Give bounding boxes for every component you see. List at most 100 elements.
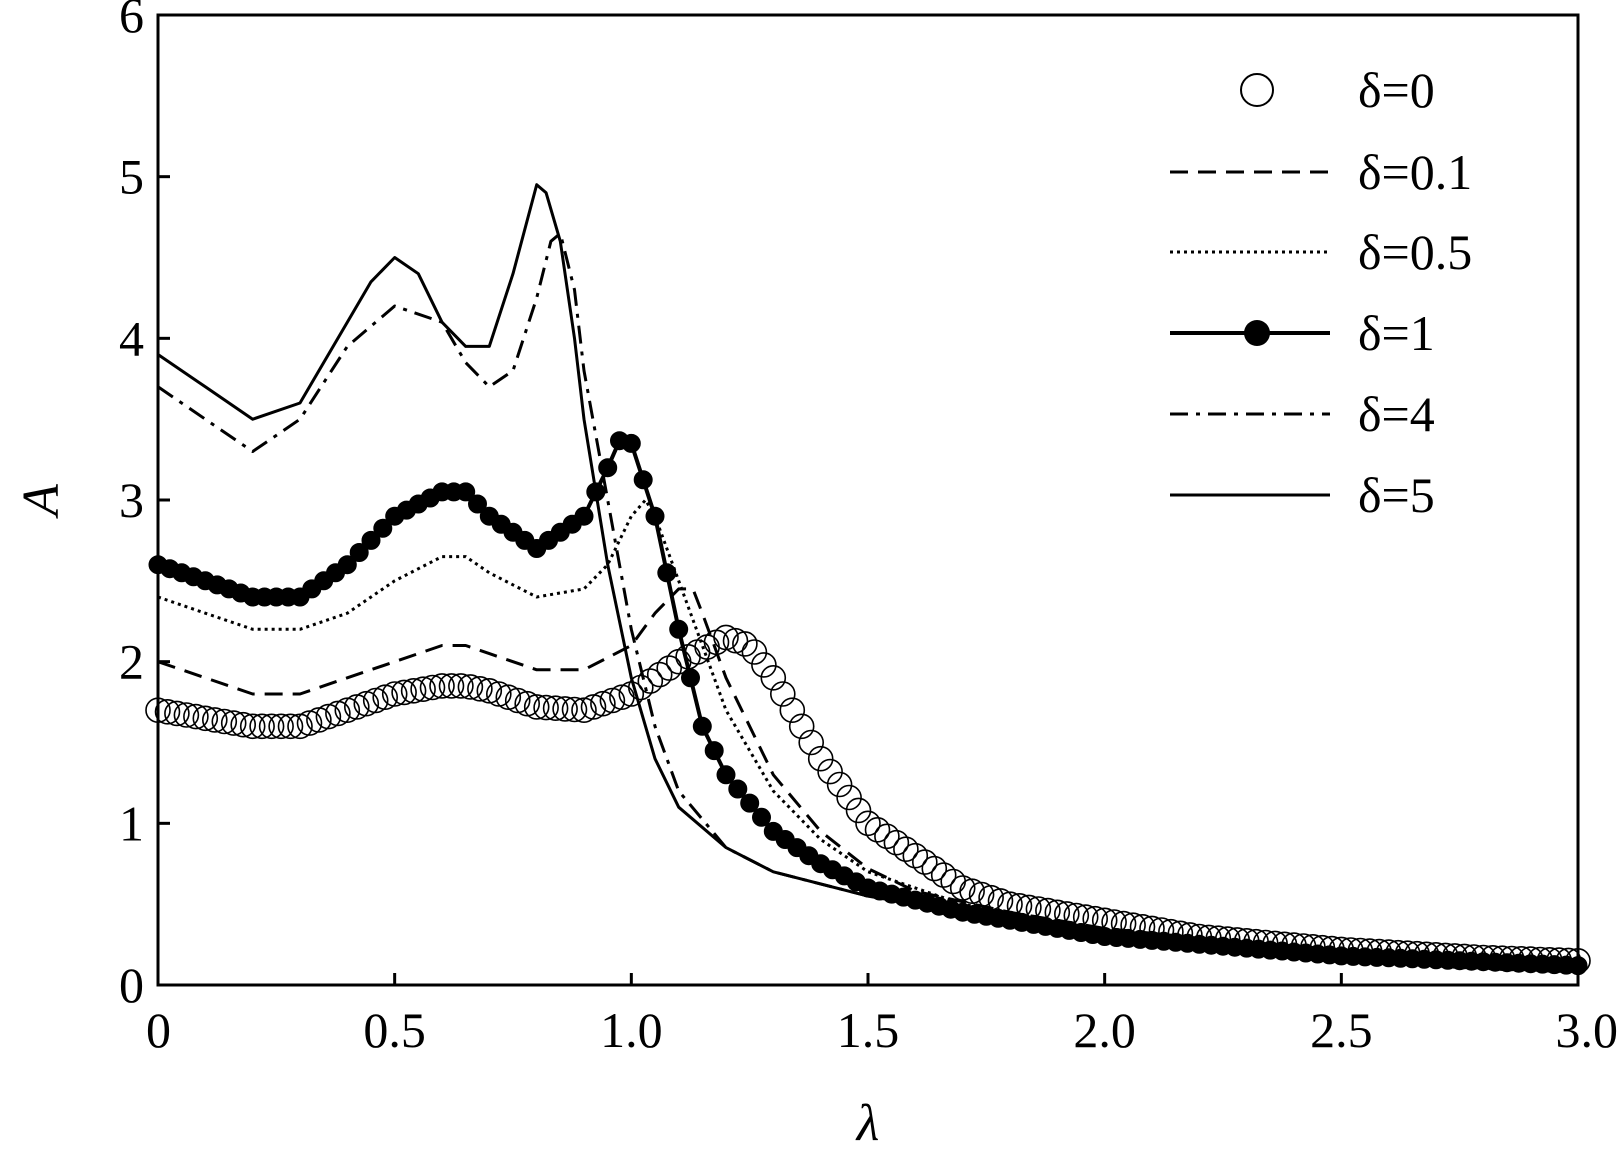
data-point xyxy=(645,506,665,526)
x-tick-label: 1.0 xyxy=(600,1002,663,1058)
x-axis-ticks: 0 0.5 1.0 1.5 2.0 2.5 3.0 xyxy=(146,973,1618,1058)
data-point xyxy=(845,797,872,824)
data-point xyxy=(533,694,559,721)
data-point xyxy=(183,703,209,730)
data-point xyxy=(154,698,181,725)
data-point xyxy=(306,707,332,733)
data-point xyxy=(448,673,474,699)
legend-label: δ=0 xyxy=(1358,62,1435,118)
data-point xyxy=(732,631,758,657)
data-point xyxy=(779,697,806,724)
y-axis-ticks: 0 1 2 3 4 5 6 xyxy=(119,0,170,1013)
data-point xyxy=(633,470,653,490)
data-point xyxy=(561,696,588,723)
data-point xyxy=(798,729,825,756)
data-point xyxy=(741,639,768,665)
x-tick-label: 3.0 xyxy=(1556,1002,1619,1058)
legend-label: δ=0.5 xyxy=(1358,224,1472,280)
data-point xyxy=(883,829,910,856)
y-axis-label: A xyxy=(13,484,70,519)
series-δ=0.5 xyxy=(157,498,1579,966)
data-point xyxy=(381,681,408,707)
data-point xyxy=(722,627,749,654)
data-point xyxy=(220,710,247,736)
data-point xyxy=(337,555,357,575)
data-point xyxy=(751,652,777,678)
data-point xyxy=(621,433,641,453)
data-point xyxy=(419,674,446,701)
data-point xyxy=(574,506,594,526)
legend-item: δ=4 xyxy=(1170,386,1435,442)
data-point xyxy=(164,700,190,727)
data-point xyxy=(334,697,361,724)
data-point xyxy=(277,713,304,740)
series-δ=0.1 xyxy=(157,587,1579,966)
series-line xyxy=(157,587,1579,966)
data-point xyxy=(495,684,522,711)
data-point xyxy=(372,684,399,711)
legend-label: δ=0.1 xyxy=(1358,144,1472,200)
x-tick-label: 2.5 xyxy=(1310,1002,1373,1058)
data-point xyxy=(373,518,393,538)
data-point xyxy=(760,664,787,691)
y-tick-label: 0 xyxy=(119,957,144,1013)
legend-item: δ=5 xyxy=(1170,467,1435,523)
data-point xyxy=(684,639,711,665)
data-point xyxy=(349,543,369,562)
data-point xyxy=(590,690,616,717)
data-point xyxy=(476,677,503,704)
series-layer xyxy=(145,183,1591,976)
data-point xyxy=(504,687,531,714)
data-point xyxy=(627,674,654,701)
x-tick-label: 0.5 xyxy=(363,1002,426,1058)
data-point xyxy=(258,713,285,740)
data-point xyxy=(657,563,677,583)
data-point xyxy=(542,695,569,722)
series-line xyxy=(157,183,1579,968)
data-point xyxy=(268,713,294,740)
data-point xyxy=(552,696,578,722)
data-point xyxy=(681,668,700,688)
y-tick-label: 4 xyxy=(119,310,144,366)
legend-item: δ=0.5 xyxy=(1170,224,1472,280)
data-point xyxy=(855,810,881,837)
data-point xyxy=(514,690,541,717)
data-point xyxy=(485,681,512,707)
data-point xyxy=(192,705,219,732)
data-point xyxy=(788,713,815,740)
data-point xyxy=(716,765,736,785)
data-point xyxy=(826,771,853,798)
data-point xyxy=(599,687,626,714)
data-point xyxy=(769,681,796,707)
data-point xyxy=(902,842,929,869)
data-point xyxy=(325,700,351,727)
data-point xyxy=(467,675,493,702)
x-axis-label: λ xyxy=(855,1095,880,1152)
data-point xyxy=(752,807,771,827)
data-point xyxy=(362,687,389,714)
data-point xyxy=(959,878,985,905)
data-point xyxy=(728,779,748,799)
data-point xyxy=(456,482,476,502)
legend-item: δ=0 xyxy=(1240,62,1435,118)
legend-marker xyxy=(1244,320,1270,346)
data-point xyxy=(410,676,436,703)
data-point xyxy=(704,741,724,761)
data-point xyxy=(202,707,228,733)
data-point xyxy=(211,708,238,735)
data-point xyxy=(669,619,689,639)
x-tick-label: 2.0 xyxy=(1073,1002,1136,1058)
data-point xyxy=(173,702,200,728)
legend-item: δ=0.1 xyxy=(1170,144,1472,200)
legend-swatch xyxy=(1240,73,1274,107)
data-point xyxy=(468,494,487,514)
data-point xyxy=(457,674,484,700)
data-point xyxy=(239,713,266,740)
series-δ=5 xyxy=(157,183,1579,968)
x-tick-label: 1.5 xyxy=(837,1002,900,1058)
data-point xyxy=(391,679,417,706)
data-point xyxy=(692,716,712,736)
data-point xyxy=(874,823,900,850)
data-point xyxy=(438,673,465,699)
